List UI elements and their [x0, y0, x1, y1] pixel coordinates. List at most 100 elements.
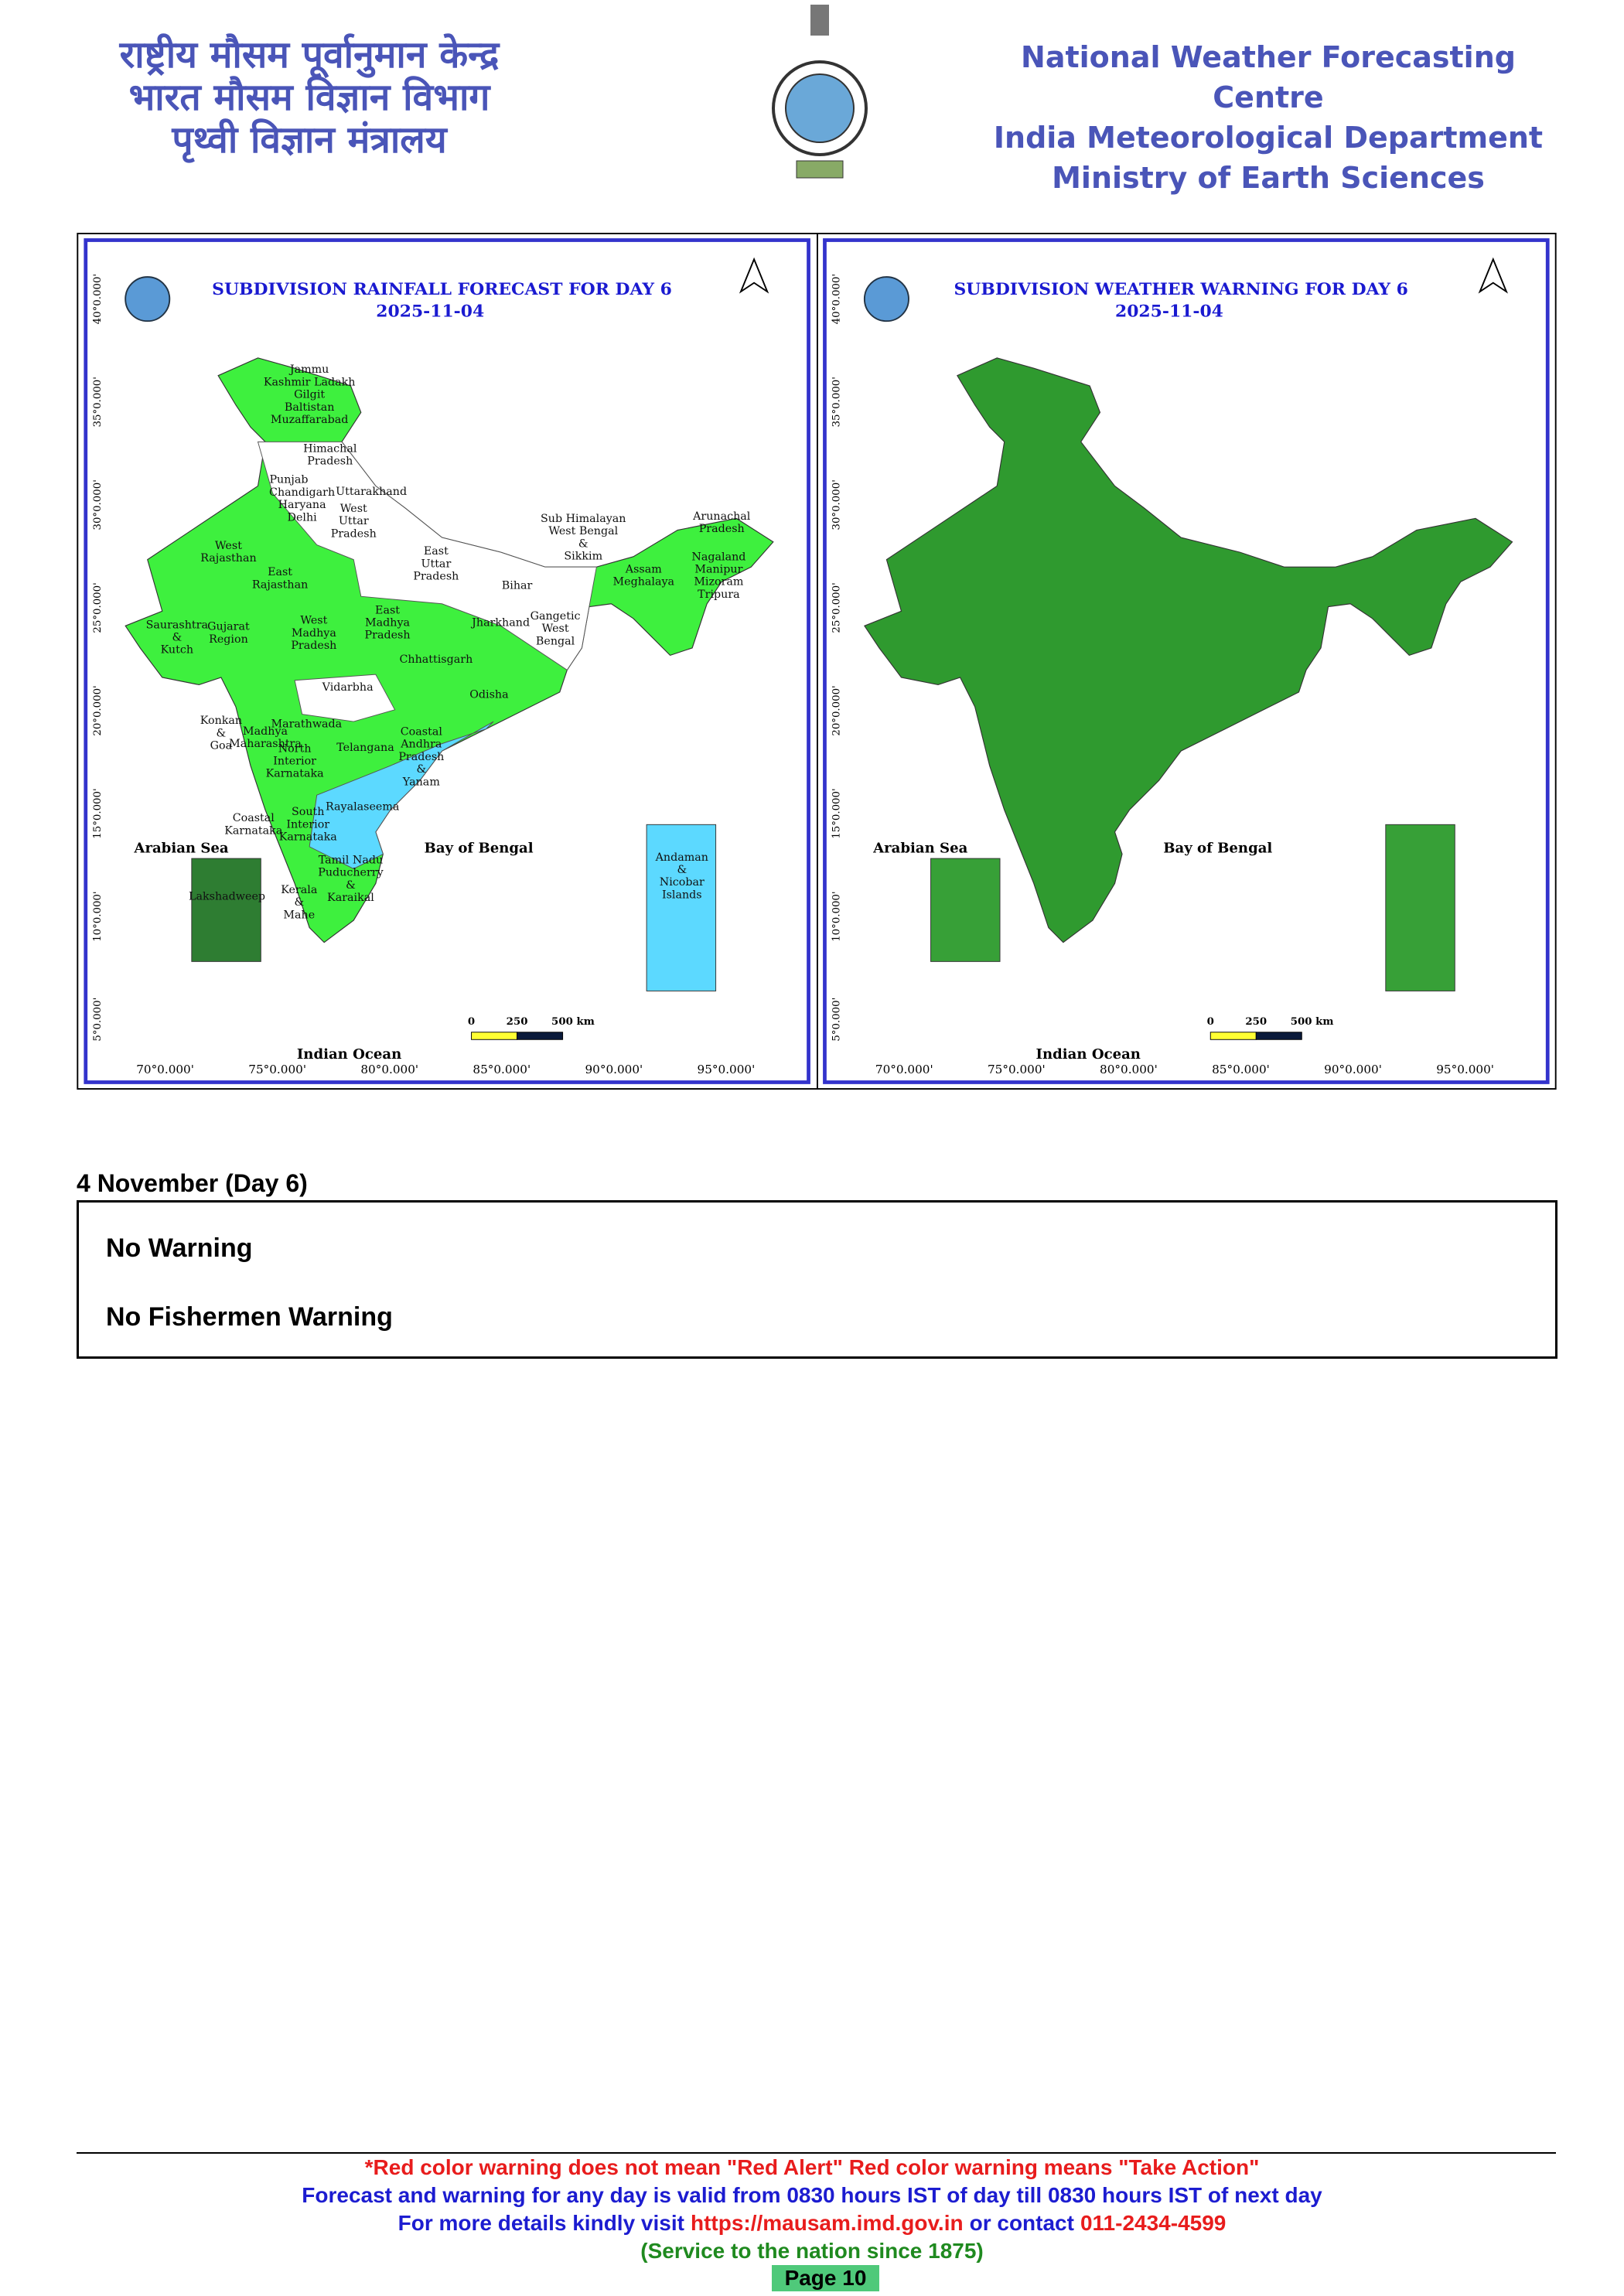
region-label: Lakshadweep	[189, 890, 265, 902]
region-label: Muzaffarabad	[271, 414, 349, 426]
footer-contact: For more details kindly visit https://mau…	[0, 2211, 1624, 2236]
region-label: Pradesh	[331, 527, 377, 540]
region-label: West	[340, 503, 367, 515]
map-inner-frame	[823, 238, 1550, 1084]
region-label: Jharkhand	[470, 616, 530, 629]
lat-tick: 15°0.000'	[92, 788, 104, 838]
emblem-ribbon	[796, 160, 844, 179]
scale-bar	[1255, 1032, 1302, 1040]
andaman-box	[1385, 824, 1455, 991]
map-panel: SUBDIVISION WEATHER WARNING FOR DAY 6 202…	[823, 238, 1550, 1084]
scale-label: 250	[507, 1015, 528, 1028]
lakshadweep-box	[191, 858, 261, 962]
lat-tick: 30°0.000'	[92, 479, 104, 530]
scale-label: 500 km	[1291, 1015, 1334, 1028]
region-label: Konkan	[200, 715, 242, 727]
region-label: &	[677, 864, 687, 876]
sea-label: Indian Ocean	[297, 1046, 401, 1063]
hindi-line: पृथ्वी विज्ञान मंत्रालय	[172, 118, 447, 162]
andaman-box	[646, 824, 717, 991]
lat-tick: 35°0.000'	[92, 377, 104, 427]
region-label: Assam	[625, 563, 662, 575]
sea-label: Arabian Sea	[133, 840, 228, 856]
contact-url: https://mausam.imd.gov.in	[690, 2211, 964, 2235]
region-label: Telangana	[336, 742, 394, 754]
lon-tick: 85°0.000'	[1212, 1063, 1270, 1076]
english-line: National Weather Forecasting Centre	[1021, 40, 1516, 114]
region-label: Haryana	[278, 499, 327, 511]
sea-label: Bay of Bengal	[1163, 840, 1272, 856]
scale-bar	[517, 1032, 564, 1040]
region-label: Pradesh	[398, 751, 444, 763]
contact-text: or contact	[969, 2211, 1074, 2235]
region-label: &	[416, 763, 426, 776]
region-label: Yanam	[402, 776, 441, 788]
region-label: Saurashtra	[146, 619, 209, 631]
india-outline	[864, 357, 1513, 943]
lon-tick: 75°0.000'	[988, 1063, 1046, 1076]
region-label: Andaman	[655, 851, 708, 864]
region-label: &	[578, 537, 589, 550]
region-label: Chhattisgarh	[399, 653, 473, 666]
lon-tick: 95°0.000'	[698, 1063, 756, 1076]
region-label: Himachal	[303, 442, 357, 455]
lon-tick: 70°0.000'	[136, 1063, 194, 1076]
region-label: Gilgit	[294, 389, 325, 401]
region-label: &	[294, 896, 304, 909]
imd-logo	[863, 276, 909, 322]
region-label: Chandigarh	[269, 486, 335, 499]
scale-label: 0	[1207, 1015, 1214, 1028]
region-label: Mizoram	[694, 576, 744, 588]
region-label: Kutch	[161, 644, 193, 657]
emblem-pillar	[810, 5, 829, 36]
region-label: &	[346, 879, 356, 892]
region-label: Maharashtra	[229, 738, 302, 750]
footer-rule	[77, 2152, 1556, 2154]
lakshadweep-box	[930, 858, 1001, 962]
region-label: North	[278, 742, 312, 755]
warning-box: No Warning No Fishermen Warning	[77, 1200, 1557, 1359]
region-label: Pradesh	[291, 640, 336, 652]
region-label: Nagaland	[691, 551, 745, 563]
region-label: Punjab	[269, 474, 308, 486]
contact-phone: 011-2434-4599	[1080, 2211, 1227, 2235]
lon-tick: 90°0.000'	[585, 1063, 643, 1076]
lon-tick: 80°0.000'	[360, 1063, 418, 1076]
region-label: Karnataka	[266, 768, 325, 780]
region-label: Baltistan	[285, 401, 335, 414]
region-label: West	[542, 623, 569, 635]
region-label: Bengal	[536, 635, 575, 647]
map-date: 2025-11-04	[1115, 302, 1223, 322]
no-rain-region	[257, 441, 597, 671]
english-line: India Meteorological Department	[993, 121, 1544, 155]
region-label: Kashmir Ladakh	[264, 376, 356, 388]
lon-tick: 95°0.000'	[1436, 1063, 1494, 1076]
scale-bar	[471, 1032, 518, 1040]
region-label: Rajasthan	[200, 552, 256, 565]
region-label: Karnataka	[224, 824, 283, 837]
footer-service: (Service to the nation since 1875)	[640, 2239, 984, 2263]
lon-tick: 90°0.000'	[1324, 1063, 1382, 1076]
region-label: Madhya	[292, 627, 336, 640]
hindi-line: भारत मौसम विज्ञान विभाग	[128, 76, 490, 119]
region-label: Tamil Nadu	[319, 855, 383, 867]
emblem	[772, 5, 868, 179]
region-label: East	[268, 566, 292, 578]
no-rain-region	[294, 674, 396, 722]
region-label: Pradesh	[699, 523, 745, 535]
region-label: Karaikal	[327, 892, 374, 904]
region-label: Goa	[210, 739, 233, 752]
lat-tick: 5°0.000'	[831, 998, 843, 1042]
page-number: Page 10	[772, 2265, 879, 2291]
lat-tick: 20°0.000'	[831, 685, 843, 735]
region-label: Uttar	[339, 515, 369, 527]
map-title: SUBDIVISION RAINFALL FORECAST FOR DAY 6	[212, 279, 672, 299]
region-label: Sikkim	[564, 550, 602, 562]
map-date: 2025-11-04	[376, 302, 484, 322]
region-label: Odisha	[469, 689, 509, 701]
region-label: Coastal	[233, 812, 275, 824]
region-label: &	[172, 632, 182, 644]
region-label: Pradesh	[307, 455, 353, 467]
region-label: Islands	[662, 889, 702, 901]
region-label: Bihar	[502, 580, 533, 592]
